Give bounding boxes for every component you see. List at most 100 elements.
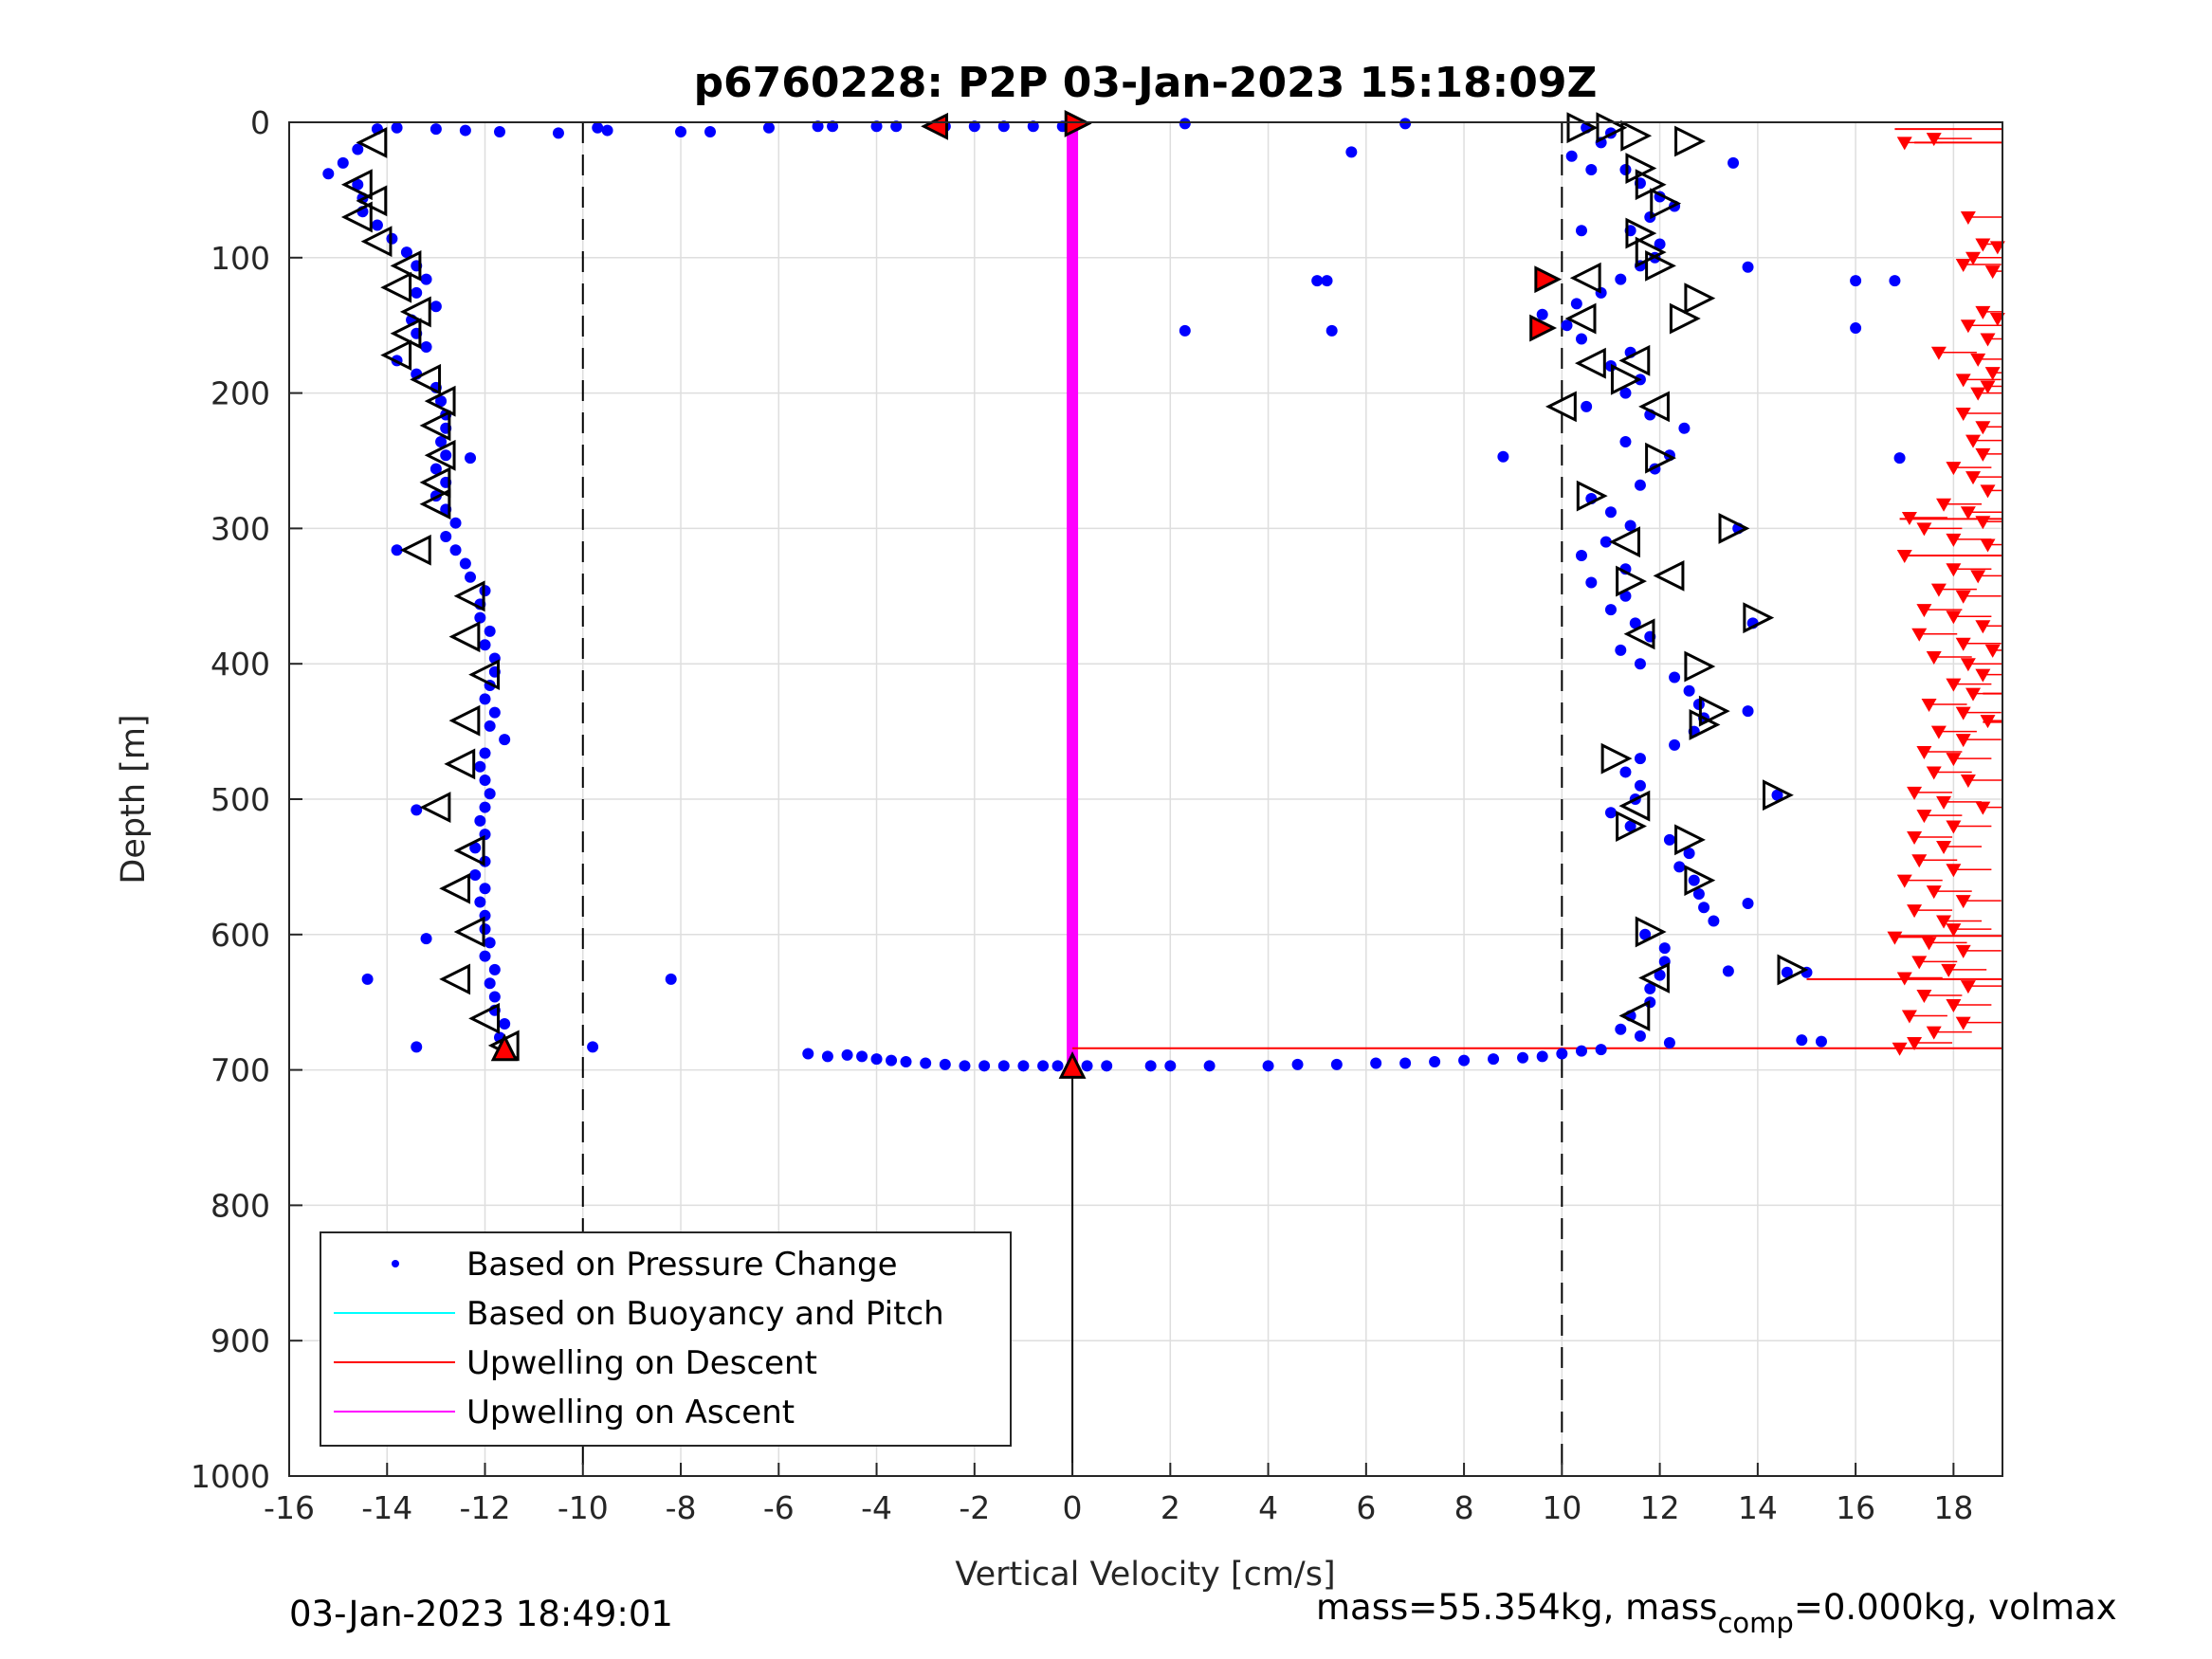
- pressure-point: [430, 301, 442, 313]
- descent-point: [1916, 604, 1932, 618]
- descent-point: [1911, 628, 1928, 642]
- descent-point: [1926, 885, 1942, 900]
- ascent-direction-marker: [1645, 442, 1676, 474]
- descent-point: [1955, 1016, 1971, 1030]
- descent-point: [1941, 963, 1957, 977]
- x-tick-label: -4: [861, 1489, 892, 1526]
- legend: Based on Pressure Change Based on Buoyanc…: [320, 1231, 1012, 1447]
- pressure-point: [920, 1057, 932, 1069]
- pressure-point: [352, 143, 364, 155]
- series-upwelling-on-descent: [1887, 133, 2005, 1056]
- pressure-point: [1634, 479, 1646, 491]
- descent-direction-marker: [1545, 391, 1577, 423]
- pressure-point: [1619, 436, 1632, 448]
- pressure-point: [322, 168, 335, 180]
- descent-point: [1965, 687, 1982, 702]
- ascent-direction-marker: [1689, 709, 1721, 740]
- descent-point: [1892, 1042, 1908, 1056]
- descent-point: [1989, 241, 2005, 255]
- descent-point: [1984, 265, 2001, 280]
- pressure-point: [1654, 238, 1666, 250]
- descent-point: [1970, 353, 1986, 367]
- x-tick-label: 10: [1542, 1489, 1581, 1526]
- pressure-point: [469, 868, 482, 881]
- pressure-point: [1570, 298, 1582, 310]
- pressure-point: [587, 1041, 599, 1053]
- highlight-marker: [1529, 314, 1558, 342]
- ascent-direction-marker: [1600, 742, 1633, 775]
- ascent-direction-marker: [1616, 565, 1647, 597]
- descent-direction-marker: [390, 318, 422, 350]
- pressure-point: [499, 1018, 511, 1030]
- pressure-point: [361, 973, 374, 985]
- legend-label: Based on Pressure Change: [466, 1246, 898, 1284]
- pressure-point: [1781, 966, 1793, 978]
- descent-direction-marker: [1638, 391, 1670, 423]
- pressure-point: [488, 963, 501, 975]
- pressure-point: [1370, 1057, 1382, 1069]
- x-tick-label: 14: [1738, 1489, 1778, 1526]
- descent-point: [1911, 854, 1928, 868]
- descent-point: [1955, 590, 1971, 604]
- descent-point: [1960, 775, 1976, 789]
- pressure-point: [411, 804, 423, 816]
- pressure-point: [420, 273, 432, 285]
- descent-point: [1960, 506, 1976, 520]
- descent-point: [1936, 840, 1952, 854]
- descent-point: [1984, 644, 2001, 658]
- ascent-direction-marker: [1650, 188, 1682, 220]
- y-tick-label: 900: [210, 1322, 270, 1359]
- descent-direction-marker: [1564, 302, 1597, 335]
- highlight-marker: [921, 112, 948, 140]
- pressure-point: [1144, 1060, 1157, 1072]
- pressure-point: [997, 120, 1010, 133]
- pressure-point: [469, 842, 482, 854]
- y-tick-label: 800: [210, 1187, 270, 1224]
- pressure-point: [440, 530, 452, 542]
- descent-direction-marker: [360, 226, 393, 258]
- descent-point: [1946, 563, 1962, 577]
- pressure-point: [1164, 1060, 1177, 1072]
- pressure-point: [1615, 273, 1627, 285]
- pressure-point: [1644, 982, 1656, 994]
- pressure-point: [1399, 118, 1412, 130]
- mass-text: mass=55.354kg, mass: [1316, 1587, 1717, 1628]
- descent-direction-marker: [453, 916, 485, 948]
- pressure-point: [430, 463, 442, 475]
- pressure-point: [1581, 400, 1593, 412]
- descent-direction-marker: [424, 385, 456, 417]
- x-tick-label: -12: [460, 1489, 511, 1526]
- descent-point: [1930, 725, 1947, 739]
- descent-direction-marker: [399, 534, 431, 566]
- descent-point: [1955, 706, 1971, 720]
- descent-point: [1946, 462, 1962, 476]
- descent-point: [1965, 471, 1982, 485]
- descent-point: [1975, 668, 1991, 683]
- pressure-point: [1629, 617, 1641, 629]
- descent-direction-marker: [390, 249, 422, 282]
- series-upwelling-on-ascent: [1067, 126, 1079, 1066]
- ascent-direction-marker: [1669, 302, 1701, 335]
- descent-point: [1975, 516, 1991, 530]
- pressure-point: [1708, 915, 1720, 927]
- legend-swatch-dot: [392, 1260, 399, 1267]
- descent-point: [1907, 830, 1923, 845]
- descent-point: [1955, 408, 1971, 422]
- ascent-direction-marker: [1684, 650, 1716, 683]
- descent-point: [1907, 786, 1923, 800]
- descent-point: [1955, 734, 1971, 748]
- pressure-point: [1536, 1050, 1548, 1063]
- descent-direction-marker: [468, 1002, 501, 1034]
- pressure-point: [499, 734, 511, 746]
- descent-point: [1980, 538, 1996, 553]
- ascent-direction-marker: [1698, 695, 1730, 727]
- pressure-point: [1850, 275, 1862, 287]
- descent-direction-marker: [419, 466, 451, 499]
- descent-direction-marker: [439, 872, 471, 904]
- pressure-point: [440, 449, 452, 462]
- x-tick-label: -10: [558, 1489, 609, 1526]
- pressure-point: [1458, 1054, 1471, 1066]
- x-tick-label: 8: [1454, 1489, 1474, 1526]
- pressure-point: [484, 720, 496, 732]
